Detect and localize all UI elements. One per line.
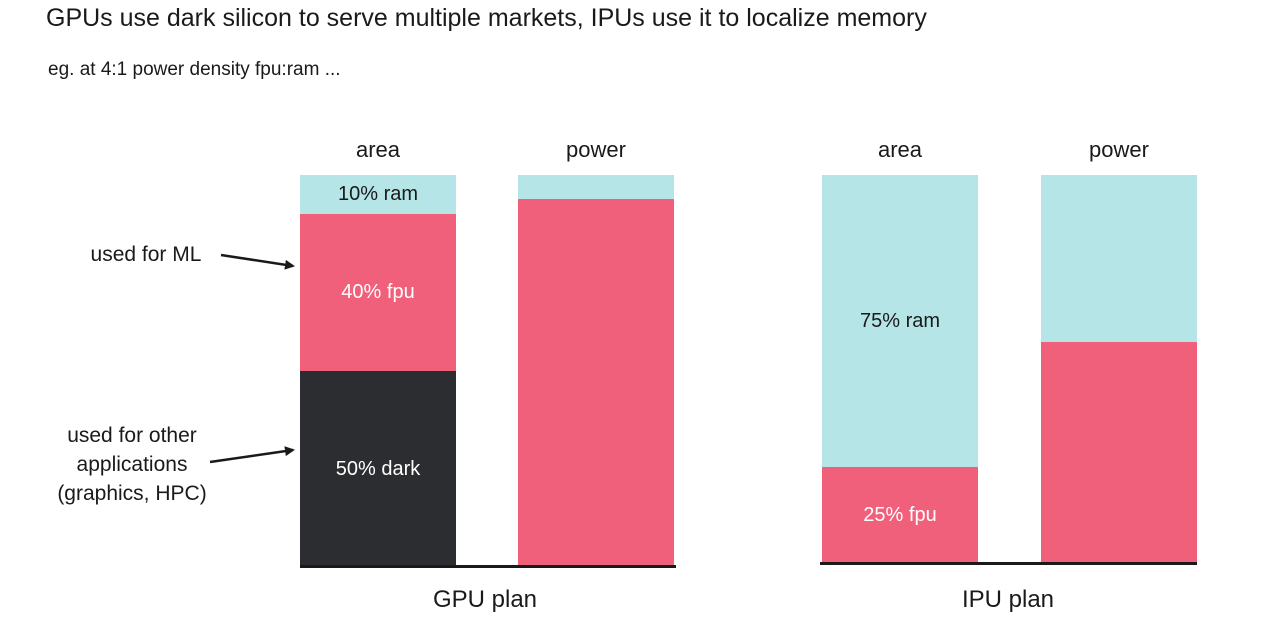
gpu-area-segment-ram-label: 10% ram (337, 183, 419, 205)
annotation-used-for-other: used for other applications (graphics, H… (30, 421, 234, 508)
ipu-area-segment-fpu-label: 25% fpu (863, 504, 937, 526)
ipu-power-bar (1041, 175, 1197, 564)
ipu-baseline (820, 562, 1197, 565)
ipu-area-label: area (877, 137, 923, 162)
gpu-area-bar: 10% ram 40% fpu 50% dark (300, 175, 456, 567)
gpu-power-label: power (566, 137, 626, 162)
gpu-area-segment-dark-label: 50% dark (335, 457, 421, 480)
ipu-power-label: power (1089, 137, 1149, 162)
gpu-power-bar (518, 175, 674, 567)
gpu-area-segment-fpu-label: 40% fpu (341, 281, 415, 303)
annotation-line-1: used for other (67, 424, 197, 447)
ipu-power-segment-ram (1041, 175, 1197, 342)
ipu-plan-label: IPU plan (961, 586, 1055, 613)
ipu-area-segment-fpu: 25% fpu (822, 467, 978, 564)
gpu-area-segment-ram: 10% ram (300, 175, 456, 214)
gpu-baseline (300, 565, 676, 568)
gpu-area-segment-dark: 50% dark (300, 371, 456, 567)
annotation-line-3: (graphics, HPC) (57, 482, 207, 505)
gpu-area-label: area (355, 137, 401, 162)
slide-subtitle: eg. at 4:1 power density fpu:ram ... (48, 59, 341, 80)
annotation-used-for-ml: used for ML (90, 243, 202, 266)
ipu-area-segment-ram: 75% ram (822, 175, 978, 467)
gpu-power-segment-fpu (518, 199, 674, 567)
annotation-line-2: applications (76, 453, 188, 476)
ipu-power-segment-fpu (1041, 342, 1197, 564)
ipu-area-bar: 75% ram 25% fpu (822, 175, 978, 564)
ipu-area-segment-ram-label: 75% ram (859, 309, 941, 332)
gpu-power-segment-ram (518, 175, 674, 199)
gpu-area-segment-fpu: 40% fpu (300, 214, 456, 371)
gpu-plan-label: GPU plan (432, 586, 538, 613)
slide-title: GPUs use dark silicon to serve multiple … (46, 4, 927, 32)
